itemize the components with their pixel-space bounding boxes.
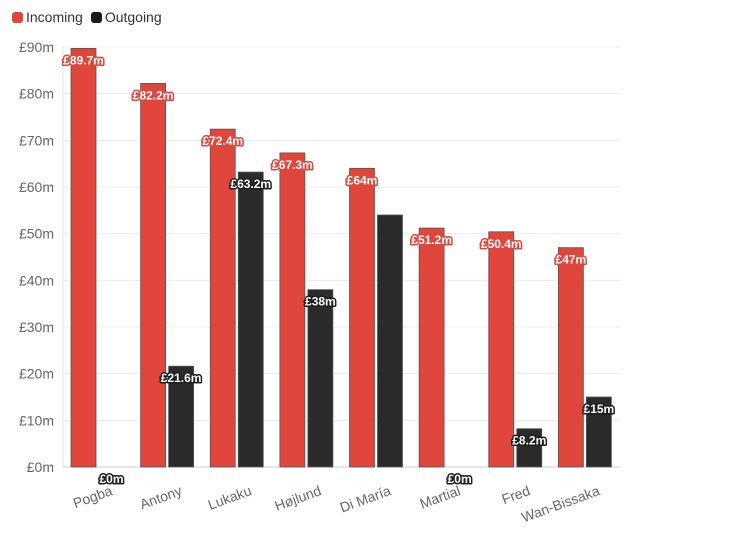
y-tick-label: £20m [19, 366, 54, 382]
x-tick-label: Wan-Bissaka [519, 482, 602, 525]
legend-item-outgoing[interactable]: Outgoing [90, 9, 162, 25]
legend: Incoming Outgoing [12, 9, 170, 25]
x-tick-label: Højlund [272, 482, 323, 514]
y-tick-label: £70m [19, 132, 54, 148]
data-label-incoming-martial: £51.2m [411, 233, 452, 247]
bar-incoming-fred [488, 231, 515, 468]
bar-outgoing-h-jlund [307, 289, 334, 468]
bar-outgoing-antony [168, 365, 195, 468]
data-label-incoming-fred: £50.4m [481, 237, 522, 251]
data-label-incoming-pogba: £89.7m [63, 53, 104, 67]
data-label-outgoing-wan-bissaka: £15m [584, 402, 615, 416]
bar-outgoing-fred [516, 428, 543, 468]
y-tick-label: £30m [19, 319, 54, 335]
data-label-outgoing-martial: £0m [448, 472, 472, 486]
data-label-incoming-wan-bissaka: £47m [556, 253, 587, 267]
data-label-incoming-di-mari-a: £64m [347, 173, 378, 187]
bar-outgoing-lukaku [237, 171, 264, 468]
bar-incoming-h-jlund [279, 152, 306, 468]
bar-incoming-wan-bissaka [557, 247, 584, 468]
data-label-incoming-h-jlund: £67.3m [272, 158, 313, 172]
y-tick-label: £0m [27, 459, 54, 475]
x-tick-label: Antony [138, 482, 184, 512]
y-tick-label: £50m [19, 226, 54, 242]
bar-incoming-antony [140, 83, 167, 468]
x-tick-label: Di María [338, 482, 393, 515]
data-label-incoming-lukaku: £72.4m [202, 134, 243, 148]
y-tick-label: £80m [19, 86, 54, 102]
legend-label-incoming: Incoming [26, 9, 83, 25]
data-label-incoming-antony: £82.2m [133, 88, 174, 102]
y-tick-label: £10m [19, 412, 54, 428]
x-tick-label: Pogba [71, 482, 115, 511]
x-tick-label: Martial [418, 482, 463, 511]
data-label-outgoing-pogba: £0m [99, 472, 123, 486]
data-label-outgoing-lukaku: £63.2m [230, 177, 271, 191]
bar-incoming-di-mari-a [349, 167, 375, 468]
data-label-outgoing-antony: £21.6m [161, 371, 202, 385]
data-label-outgoing-fred: £8.2m [512, 434, 546, 448]
y-tick-label: £60m [19, 179, 54, 195]
data-label-outgoing-h-jlund: £38m [305, 295, 336, 309]
bar-outgoing-wan-bissaka [585, 396, 612, 468]
legend-swatch-incoming [12, 11, 23, 23]
bar-outgoing-di-mari-a [377, 214, 403, 468]
legend-label-outgoing: Outgoing [104, 9, 162, 25]
legend-item-incoming[interactable]: Incoming [12, 9, 83, 25]
x-tick-label: Fred [500, 482, 533, 507]
bar-incoming-pogba [70, 48, 97, 468]
y-tick-label: £90m [19, 39, 54, 55]
bar-incoming-martial [418, 227, 445, 468]
x-tick-label: Lukaku [206, 482, 254, 512]
legend-swatch-outgoing [90, 11, 102, 23]
bar-incoming-lukaku [209, 128, 236, 468]
y-tick-label: £40m [19, 272, 54, 288]
